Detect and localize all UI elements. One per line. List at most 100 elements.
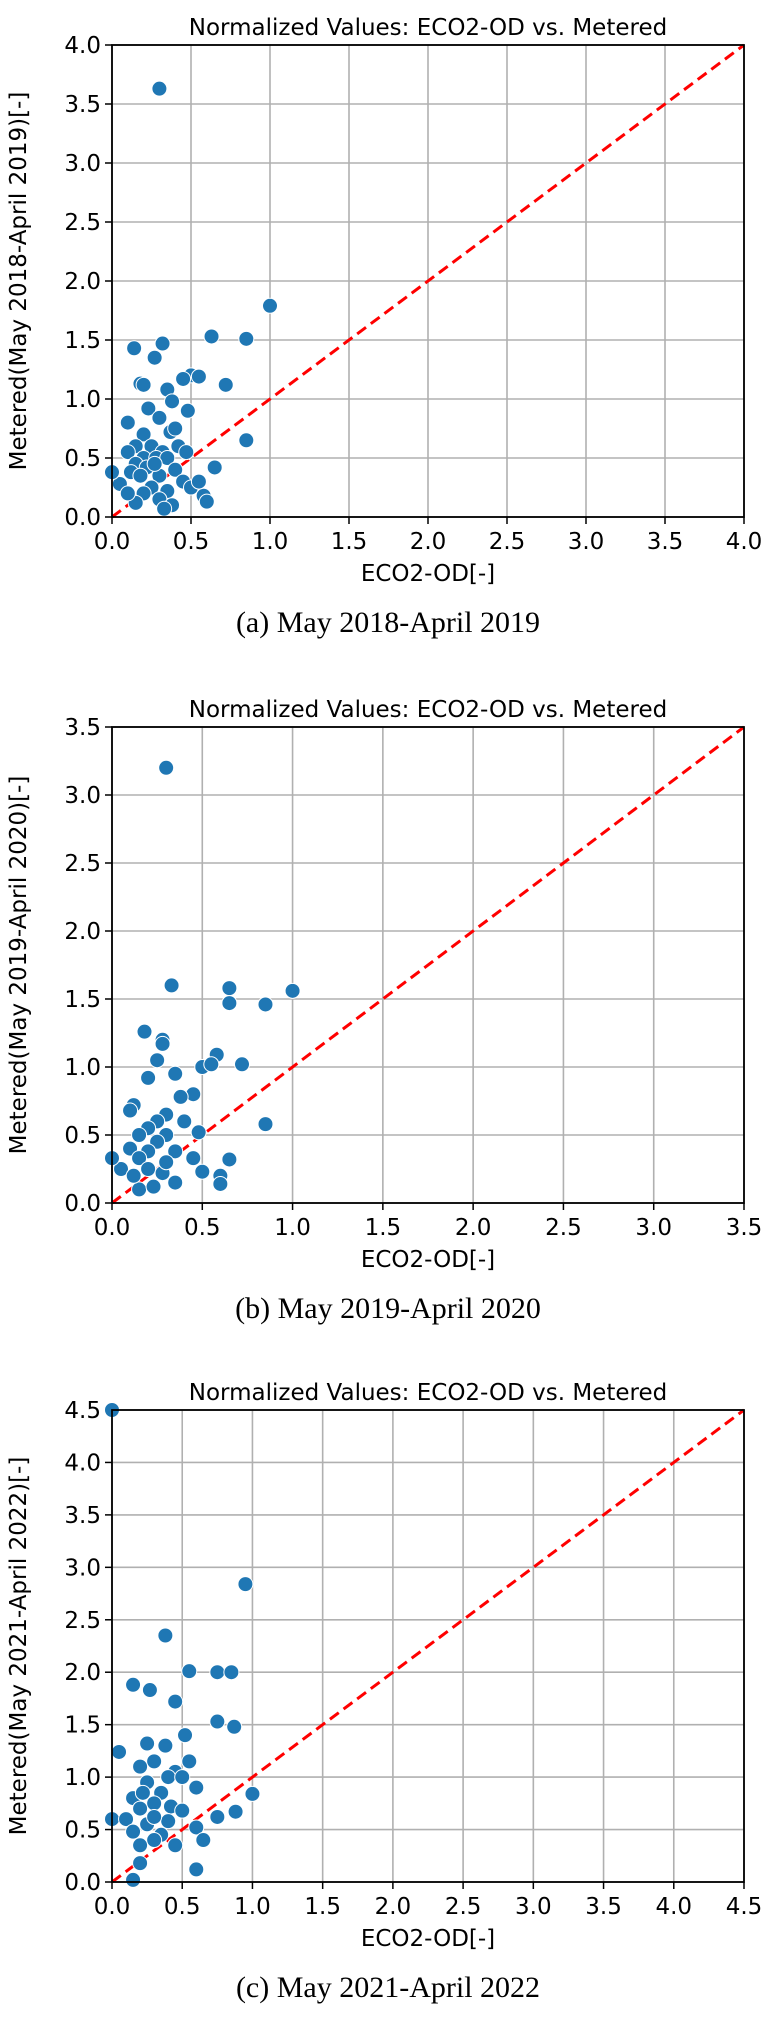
x-tick-label: 2.0: [375, 1894, 412, 1920]
data-point: [226, 1718, 243, 1735]
data-point: [209, 1808, 226, 1825]
data-point: [206, 459, 223, 476]
data-point: [188, 1861, 205, 1878]
y-tick-label: 0.5: [64, 1123, 101, 1149]
data-point: [257, 996, 274, 1013]
data-point: [119, 414, 136, 431]
y-tick-label: 1.0: [64, 387, 101, 413]
x-tick-label: 0.0: [94, 1894, 131, 1920]
figure-caption: (a) May 2018-April 2019: [236, 606, 540, 639]
x-tick-label: 1.5: [304, 1894, 341, 1920]
y-tick-label: 2.5: [64, 210, 101, 236]
y-tick-label: 0.5: [64, 1818, 101, 1844]
data-point: [146, 349, 163, 366]
data-point: [181, 1663, 198, 1680]
data-point: [132, 1855, 149, 1872]
data-point: [131, 1127, 148, 1143]
data-point: [167, 1174, 184, 1191]
data-point: [122, 1102, 139, 1119]
x-axis-label: ECO2-OD[-]: [361, 1926, 495, 1952]
plot-frame: [111, 1409, 745, 1883]
chart-panel-1: 0.00.0 0.5 0.5 1.0 1.0 1.5 1.5 2.0 2.0 2.5 2.5 3.0 3…: [6, 15, 762, 639]
x-tick-label: 2.5: [545, 1215, 582, 1241]
chart-panel-3: 0.00.0 0.5 0.5 1.0 1.0 1.5 1.5 2.0 2.0 2.5 2.5 3.0 3…: [6, 1380, 762, 2004]
data-point: [132, 1837, 149, 1854]
data-point: [119, 444, 136, 461]
data-point: [113, 1161, 130, 1177]
data-point: [244, 1785, 261, 1802]
figure-caption: (b) May 2019-April 2020: [235, 1292, 541, 1325]
data-point: [167, 461, 184, 478]
data-point: [158, 1154, 175, 1171]
x-tick-label: 0.0: [94, 529, 131, 555]
data-point: [176, 1113, 193, 1130]
data-point: [188, 1779, 205, 1796]
y-tick-label: 3.5: [64, 1503, 101, 1529]
data-point: [126, 340, 143, 357]
data-point: [167, 1143, 184, 1160]
reference-line: [111, 1408, 745, 1884]
y-tick-label: 4.0: [64, 33, 101, 59]
data-point: [125, 1676, 142, 1693]
y-tick-label: 4.0: [64, 1450, 101, 1476]
x-tick-label: 1.0: [252, 529, 289, 555]
data-point: [237, 1576, 254, 1593]
data-point: [221, 980, 238, 997]
y-tick-label: 3.5: [64, 715, 101, 741]
y-tick-label: 0.0: [64, 505, 101, 531]
data-point: [179, 402, 196, 419]
data-point: [146, 1808, 163, 1825]
x-tick-label: 2.5: [445, 1894, 482, 1920]
x-tick-label: 4.0: [726, 529, 763, 555]
data-point: [157, 1737, 174, 1754]
y-tick-label: 2.5: [64, 1608, 101, 1634]
plot-frame: [111, 726, 745, 1204]
data-point: [125, 1823, 142, 1840]
data-point: [146, 455, 163, 472]
y-tick-label: 2.0: [64, 919, 101, 945]
chart-title: Normalized Values: ECO2-OD vs. Metered: [189, 1380, 667, 1406]
x-tick-label: 1.5: [365, 1215, 402, 1241]
data-point: [262, 297, 278, 314]
x-tick-label: 0.5: [173, 529, 210, 555]
data-point: [217, 376, 234, 393]
data-point: [212, 1175, 229, 1192]
data-point: [284, 982, 301, 999]
y-tick-label: 3.0: [64, 1555, 101, 1581]
data-point: [167, 420, 184, 437]
data-point: [167, 1837, 184, 1854]
data-point: [238, 330, 255, 347]
reference-line: [111, 725, 745, 1205]
data-point: [158, 759, 175, 776]
x-tick-label: 2.0: [410, 529, 447, 555]
data-point: [132, 1758, 149, 1775]
x-tick-label: 2.0: [455, 1215, 492, 1241]
data-point: [151, 80, 168, 97]
data-point: [118, 1811, 135, 1828]
y-tick-label: 0.0: [64, 1191, 101, 1217]
x-tick-label: 3.5: [726, 1215, 763, 1241]
data-point: [141, 1682, 158, 1699]
data-point: [190, 473, 207, 490]
data-point: [188, 1819, 205, 1836]
x-tick-label: 0.0: [94, 1215, 131, 1241]
x-tick-label: 1.5: [331, 529, 368, 555]
y-axis-label: Metered(May 2021-April 2022)[-]: [6, 1457, 32, 1836]
data-point: [160, 1813, 177, 1830]
x-tick-label: 0.5: [164, 1894, 201, 1920]
data-point: [227, 1803, 244, 1820]
y-tick-label: 3.0: [64, 151, 101, 177]
data-point: [134, 1784, 151, 1801]
data-point: [194, 1163, 211, 1180]
data-point: [157, 1627, 174, 1644]
y-tick-label: 0.5: [64, 446, 101, 472]
data-point: [151, 409, 168, 426]
data-point: [238, 432, 255, 449]
data-point: [178, 444, 195, 461]
chart-title: Normalized Values: ECO2-OD vs. Metered: [189, 697, 667, 723]
data-point: [149, 1052, 166, 1069]
data-point: [154, 335, 171, 352]
data-point: [164, 393, 181, 410]
data-point: [177, 1727, 194, 1744]
